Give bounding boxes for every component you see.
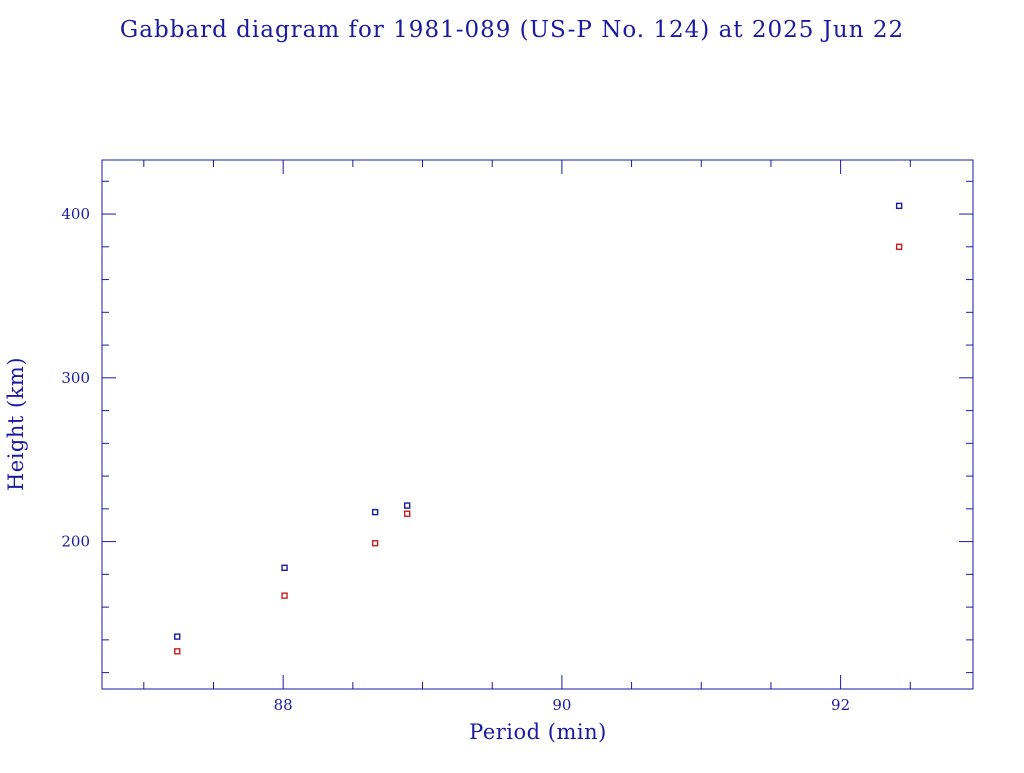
y-tick-label: 400 (61, 205, 90, 223)
y-axis-label: Height (km) (4, 357, 28, 491)
data-points (174, 202, 903, 655)
x-tick-label: 88 (274, 696, 293, 714)
plot-frame (101, 159, 974, 690)
data-point-series-2 (403, 510, 411, 517)
data-point-series-1 (281, 564, 288, 572)
data-point-series-2 (895, 243, 903, 251)
chart-title: Gabbard diagram for 1981-089 (US-P No. 1… (120, 17, 904, 43)
data-point-series-2 (174, 648, 181, 655)
data-point-series-1 (895, 202, 903, 210)
data-point-series-1 (174, 633, 181, 640)
y-tick-label: 200 (61, 533, 90, 551)
x-tick-label: 92 (831, 696, 850, 714)
data-point-series-2 (371, 540, 379, 547)
data-point-series-1 (371, 508, 379, 516)
data-point-series-2 (281, 592, 288, 599)
y-tick-label: 300 (61, 369, 90, 387)
data-point-series-1 (403, 502, 411, 509)
x-tick-label: 90 (552, 696, 571, 714)
x-axis-label: Period (min) (469, 720, 607, 744)
axis-ticks (102, 160, 973, 689)
tick-labels: 88 90 92 200 300 400 (61, 205, 850, 714)
